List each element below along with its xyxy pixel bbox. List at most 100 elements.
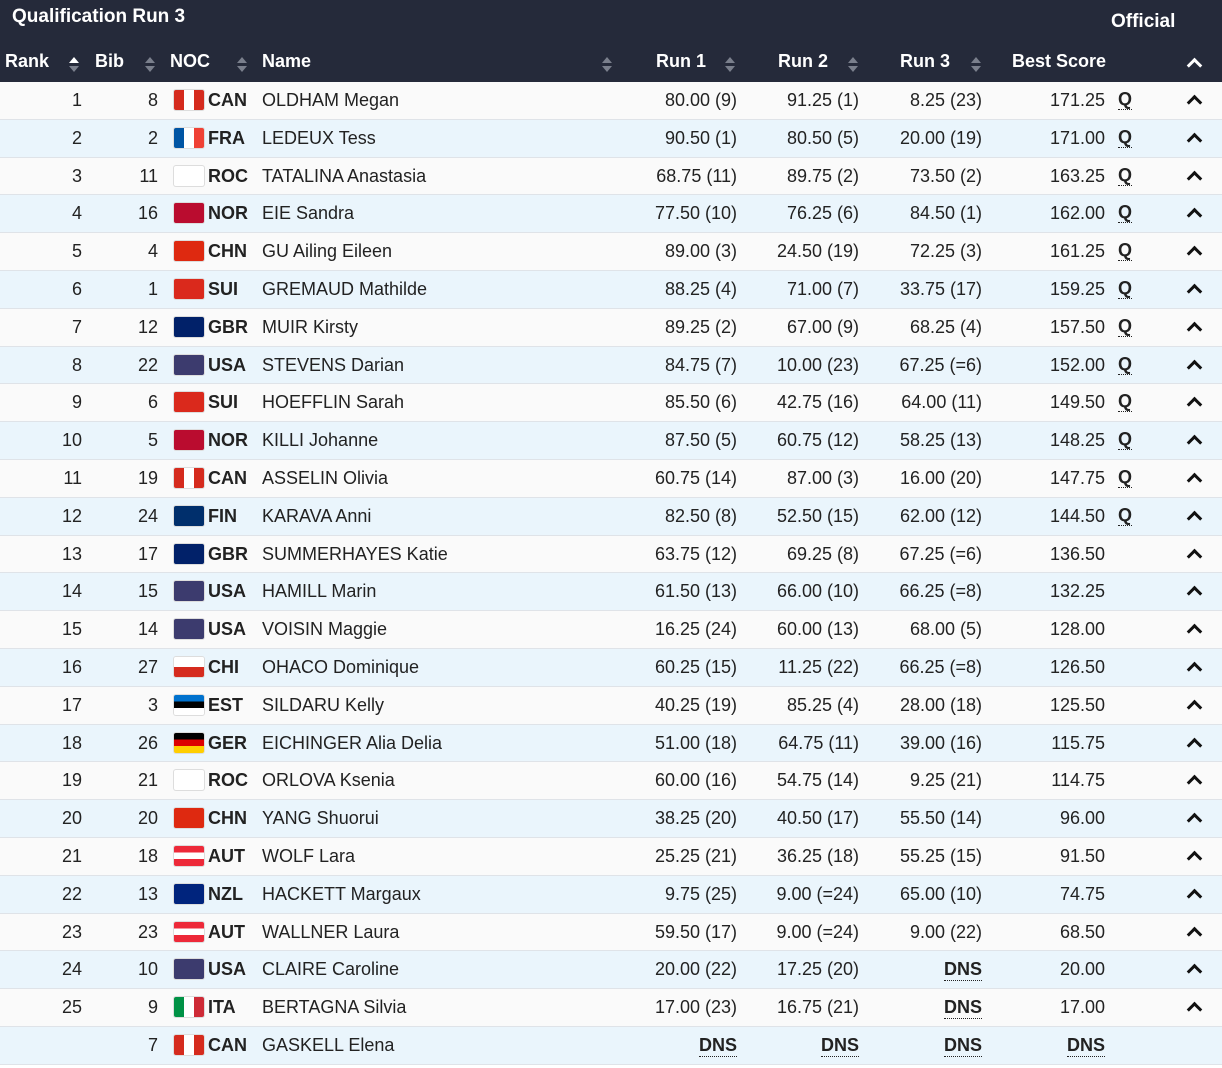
expand-chevron-icon[interactable] (1186, 472, 1203, 489)
noc-code: AUT (208, 845, 245, 866)
expand-chevron-icon[interactable] (1186, 888, 1203, 905)
run1-cell: 82.50 (8) (664, 505, 737, 526)
qualified-badge[interactable]: Q (1118, 89, 1133, 110)
qualified-badge[interactable]: Q (1118, 277, 1133, 299)
table-row[interactable]: 3 11 ROC TATALINA Anastasia 68.75 (11) 89.75 … (0, 157, 1222, 196)
expand-chevron-icon[interactable] (1186, 964, 1203, 980)
table-row[interactable]: 10 5 NOR KILLI Johanne 87.50 (5) 60.75 (12) 58… (0, 422, 1222, 460)
table-row[interactable]: 12 24 FIN KARAVA Anni 82.50 (8) 52.50 (15) 62.… (0, 497, 1222, 536)
qualified-badge[interactable]: Q (1118, 240, 1133, 262)
run2-cell: 60.00 (13) (776, 619, 859, 640)
expand-chevron-icon[interactable] (1186, 321, 1203, 338)
qualified-badge[interactable]: Q (1118, 315, 1133, 337)
athlete-name: GREMAUD Mathilde (262, 278, 428, 299)
expand-chevron-icon[interactable] (1186, 623, 1203, 640)
sort-name-icon[interactable] (602, 57, 612, 75)
expand-chevron-icon[interactable] (1186, 1001, 1203, 1018)
expand-chevron-icon[interactable] (1186, 510, 1203, 527)
expand-chevron-icon[interactable] (1186, 434, 1203, 451)
table-row[interactable]: 16 27 CHI OHACO Dominique 60.25 (15) 11.25 (2… (0, 648, 1222, 687)
run1-cell: DNS (698, 1034, 737, 1057)
expand-chevron-icon[interactable] (1186, 283, 1203, 300)
qualified-badge[interactable]: Q (1118, 466, 1133, 488)
expand-chevron-icon[interactable] (1186, 208, 1203, 224)
col-name[interactable]: Name (262, 51, 312, 71)
table-row[interactable]: 23 23 AUT WALLNER Laura 59.50 (17) 9.00 (=24)… (0, 913, 1222, 952)
table-row[interactable]: 19 21 ROC ORLOVA Ksenia 60.00 (16) 54.75 (14)… (0, 762, 1222, 801)
bib-cell: 21 (137, 770, 158, 791)
bib-cell: 5 (147, 430, 158, 451)
table-row[interactable]: 17 3 EST SILDARU Kelly 40.25 (19) 85.25 (4) 28… (0, 686, 1222, 725)
table-row[interactable]: 5 4 CHN GU Ailing Eileen 89.00 (3) 24.50 (19)… (0, 233, 1222, 271)
col-noc[interactable]: NOC (170, 51, 210, 71)
athlete-name: KARAVA Anni (262, 505, 372, 526)
sort-run3-icon[interactable] (971, 57, 981, 75)
qualified-badge[interactable]: Q (1118, 164, 1133, 186)
flag-icon (174, 732, 204, 753)
sort-rank-icon[interactable] (69, 57, 79, 75)
table-row[interactable]: 20 20 CHN YANG Shuorui 38.25 (20) 40.50 (17) 5… (0, 800, 1222, 838)
table-row[interactable]: 4 16 NOR EIE Sandra 77.50 (10) 76.25 (6) 84.50… (0, 195, 1222, 234)
sort-bib-icon[interactable] (145, 57, 155, 75)
athlete-name: WALLNER Laura (262, 921, 400, 942)
expand-chevron-icon[interactable] (1186, 397, 1203, 413)
expand-chevron-icon[interactable] (1186, 548, 1203, 564)
sort-run1-icon[interactable] (725, 57, 735, 75)
qualified-badge[interactable]: Q (1118, 126, 1133, 148)
table-row[interactable]: 25 9 ITA BERTAGNA Silvia 17.00 (23) 16.75 (21… (0, 989, 1222, 1027)
table-row[interactable]: 8 22 USA STEVENS Darian 84.75 (7) 10.00 (23) 6… (0, 346, 1222, 385)
run2-cell: 87.00 (3) (786, 467, 859, 488)
expand-chevron-icon[interactable] (1186, 737, 1203, 753)
sort-noc-icon[interactable] (237, 57, 247, 75)
expand-chevron-icon[interactable] (1186, 359, 1203, 375)
expand-chevron-icon[interactable] (1186, 94, 1203, 111)
expand-chevron-icon[interactable] (1186, 245, 1203, 262)
table-row[interactable]: 6 1 SUI GREMAUD Mathilde 88.25 (4) 71.00 (7) 3… (0, 270, 1222, 309)
athlete-name: OHACO Dominique (262, 656, 420, 677)
expand-chevron-icon[interactable] (1186, 812, 1203, 829)
sort-run2-icon[interactable] (848, 57, 858, 75)
col-rank[interactable]: Rank (5, 51, 50, 71)
run2-cell: 89.75 (2) (786, 165, 859, 186)
col-run3[interactable]: Run 3 (900, 51, 951, 71)
table-row[interactable]: 1 8 CAN OLDHAM Megan 80.00 (9) 91.25 (1) 8.25 … (0, 82, 1222, 120)
qualified-badge[interactable]: Q (1118, 504, 1133, 526)
expand-chevron-icon[interactable] (1186, 132, 1203, 149)
table-row[interactable]: 2 2 FRA LEDEUX Tess 90.50 (1) 80.50 (5) 20.00 … (0, 119, 1222, 158)
table-row[interactable]: 21 18 AUT WOLF Lara 25.25 (21) 36.25 (18) 55.2… (0, 837, 1222, 876)
table-row[interactable]: 14 15 USA HAMILL Marin 61.50 (13) 66.00 (10) 6… (0, 573, 1222, 612)
table-row[interactable]: 15 14 USA VOISIN Maggie 16.25 (24) 60.00 (13)… (0, 611, 1222, 649)
run3-cell: 16.00 (20) (899, 467, 982, 488)
col-run1[interactable]: Run 1 (656, 51, 707, 71)
table-row[interactable]: 7 CAN GASKELL Elena DNS DNS DNS DNS (0, 1026, 1222, 1065)
qualified-badge[interactable]: Q (1118, 391, 1133, 413)
bib-cell: 16 (137, 203, 158, 224)
table-row[interactable]: 7 12 GBR MUIR Kirsty 89.25 (2) 67.00 (9) 68.25… (0, 308, 1222, 347)
expand-chevron-icon[interactable] (1186, 775, 1203, 791)
rank-cell: 3 (71, 165, 82, 186)
run2-cell: 54.75 (14) (776, 770, 859, 791)
flag-icon (174, 241, 204, 262)
qualified-badge[interactable]: Q (1118, 429, 1133, 451)
table-row[interactable]: 11 19 CAN ASSELIN Olivia 60.75 (14) 87.00 (3)… (0, 459, 1222, 498)
table-row[interactable]: 22 13 NZL HACKETT Margaux 9.75 (25) 9.00 (=24… (0, 875, 1222, 914)
expand-chevron-icon[interactable] (1186, 926, 1203, 942)
expand-chevron-icon[interactable] (1186, 170, 1203, 186)
qualified-badge[interactable]: Q (1118, 353, 1133, 375)
col-run2[interactable]: Run 2 (778, 51, 829, 71)
expand-chevron-icon[interactable] (1186, 661, 1203, 678)
bib-cell: 4 (147, 241, 158, 262)
rank-cell: 18 (61, 732, 82, 753)
expand-chevron-icon[interactable] (1186, 850, 1203, 867)
table-row[interactable]: 13 17 GBR SUMMERHAYES Katie 63.75 (12) 69.25 … (0, 535, 1222, 574)
col-bib[interactable]: Bib (95, 51, 124, 71)
expand-chevron-icon[interactable] (1186, 586, 1203, 602)
collapse-all-icon[interactable] (1186, 57, 1203, 74)
table-row[interactable]: 18 26 GER EICHINGER Alia Delia 51.00 (18) 64.… (0, 724, 1222, 763)
qualified-badge[interactable]: Q (1118, 202, 1133, 224)
col-best-score[interactable]: Best Score (1012, 51, 1107, 71)
table-row[interactable]: 24 10 USA CLAIRE Caroline 20.00 (22) 17.25 (2… (0, 951, 1222, 990)
table-row[interactable]: 9 6 SUI HOEFFLIN Sarah 85.50 (6) 42.75 (16) 64… (0, 384, 1222, 423)
expand-chevron-icon[interactable] (1186, 699, 1203, 716)
best-score-cell: 74.75 (1059, 883, 1105, 904)
